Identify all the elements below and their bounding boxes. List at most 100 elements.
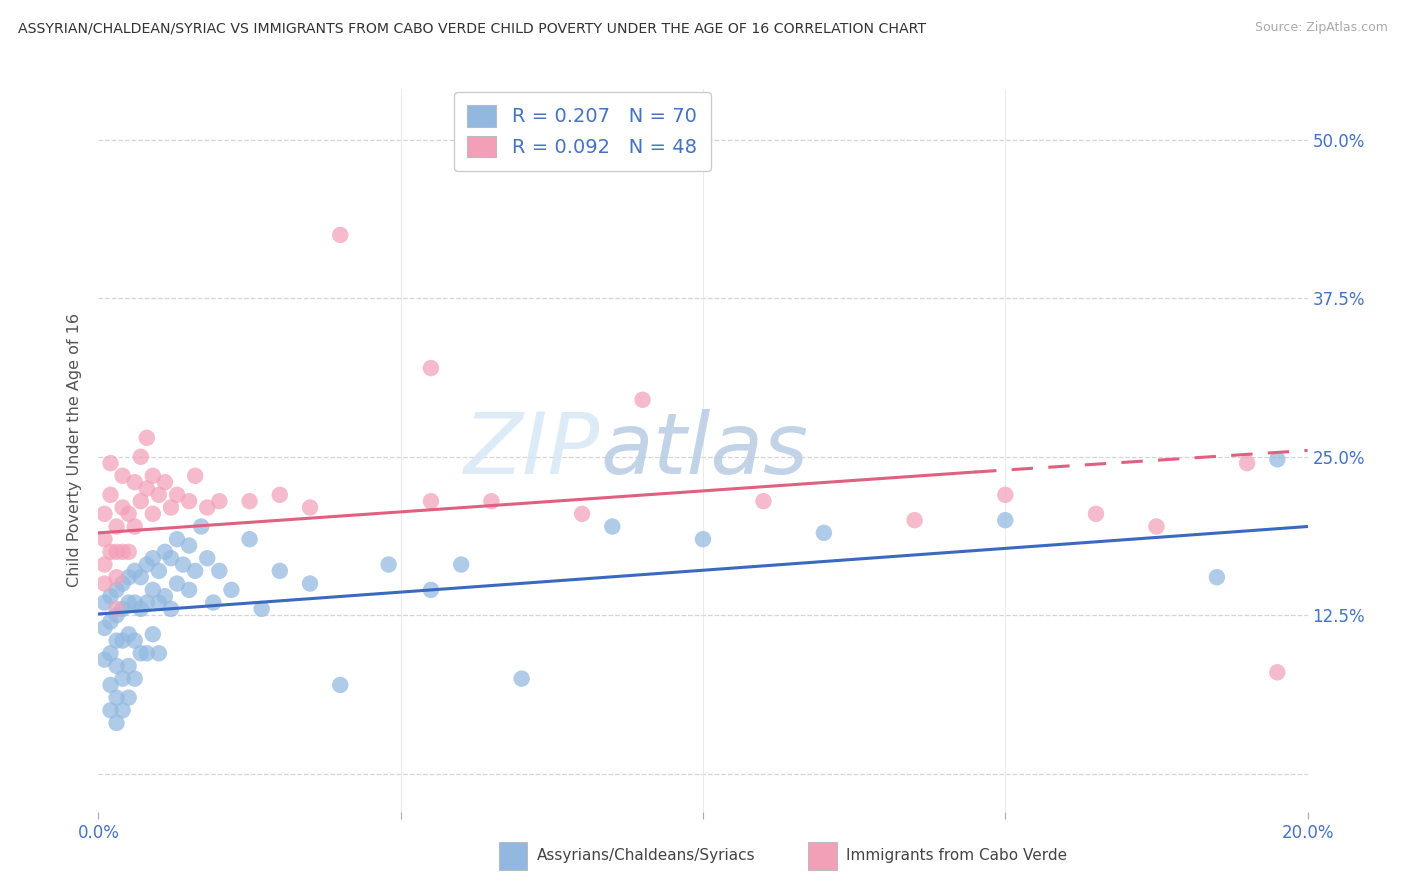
Point xyxy=(1236,456,1258,470)
Point xyxy=(142,551,165,566)
Point xyxy=(179,539,201,553)
Point xyxy=(100,545,122,559)
Point xyxy=(142,627,165,641)
Point xyxy=(166,488,188,502)
Point xyxy=(148,646,170,660)
Point xyxy=(93,532,115,546)
Point xyxy=(166,532,188,546)
Point xyxy=(129,450,152,464)
Text: ZIP: ZIP xyxy=(464,409,600,492)
Point xyxy=(105,582,128,597)
Point xyxy=(105,570,128,584)
Point xyxy=(105,633,128,648)
Point xyxy=(135,646,157,660)
Point xyxy=(129,570,152,584)
Point xyxy=(100,646,122,660)
Point xyxy=(692,532,714,546)
Point xyxy=(111,672,134,686)
Point xyxy=(100,678,122,692)
Point xyxy=(420,494,443,508)
Point xyxy=(1267,452,1289,467)
Point xyxy=(329,678,352,692)
Point xyxy=(135,431,157,445)
Point xyxy=(118,596,141,610)
Point xyxy=(111,545,134,559)
Point xyxy=(111,703,134,717)
Y-axis label: Child Poverty Under the Age of 16: Child Poverty Under the Age of 16 xyxy=(67,313,83,588)
Point xyxy=(124,475,146,490)
Point xyxy=(1144,519,1167,533)
Point xyxy=(142,582,165,597)
Text: Source: ZipAtlas.com: Source: ZipAtlas.com xyxy=(1254,21,1388,35)
Point xyxy=(118,627,141,641)
Point xyxy=(153,475,176,490)
Point xyxy=(239,494,262,508)
Point xyxy=(124,633,146,648)
Point xyxy=(135,482,157,496)
Point xyxy=(100,456,122,470)
Point xyxy=(93,507,115,521)
Point xyxy=(129,646,152,660)
Point xyxy=(111,602,134,616)
Point xyxy=(190,519,212,533)
Point xyxy=(118,659,141,673)
Point xyxy=(129,494,152,508)
Point xyxy=(93,596,115,610)
Point xyxy=(1206,570,1229,584)
Point xyxy=(100,615,122,629)
Point xyxy=(148,596,170,610)
Point xyxy=(118,570,141,584)
Point xyxy=(420,361,443,376)
Point xyxy=(148,564,170,578)
Point xyxy=(153,589,176,603)
Point xyxy=(195,500,218,515)
Point xyxy=(269,564,291,578)
Point xyxy=(172,558,194,572)
Point xyxy=(124,564,146,578)
Point xyxy=(160,500,183,515)
Point xyxy=(124,519,146,533)
Point xyxy=(153,545,176,559)
Point xyxy=(124,672,146,686)
Point xyxy=(142,468,165,483)
Text: Immigrants from Cabo Verde: Immigrants from Cabo Verde xyxy=(846,848,1067,863)
Point xyxy=(195,551,218,566)
Point xyxy=(813,525,835,540)
Point xyxy=(420,582,443,597)
Text: atlas: atlas xyxy=(600,409,808,492)
Point xyxy=(93,621,115,635)
Point xyxy=(166,576,188,591)
Point xyxy=(239,532,262,546)
Point xyxy=(100,589,122,603)
Point xyxy=(994,513,1017,527)
Point xyxy=(105,608,128,623)
Text: Assyrians/Chaldeans/Syriacs: Assyrians/Chaldeans/Syriacs xyxy=(537,848,755,863)
Point xyxy=(105,716,128,731)
Point xyxy=(184,564,207,578)
Point xyxy=(299,576,322,591)
Point xyxy=(160,551,183,566)
Point xyxy=(1267,665,1289,680)
Point xyxy=(129,602,152,616)
Point xyxy=(571,507,593,521)
Point xyxy=(269,488,291,502)
Point xyxy=(135,558,157,572)
Point xyxy=(184,468,207,483)
Point xyxy=(105,545,128,559)
Point xyxy=(752,494,775,508)
Point xyxy=(105,519,128,533)
Point xyxy=(160,602,183,616)
Point xyxy=(118,545,141,559)
Point xyxy=(208,494,231,508)
Point xyxy=(148,488,170,502)
Point xyxy=(93,576,115,591)
Point xyxy=(631,392,654,407)
Point xyxy=(510,672,533,686)
Point xyxy=(179,582,201,597)
Point xyxy=(118,690,141,705)
Point xyxy=(135,596,157,610)
Point xyxy=(602,519,624,533)
Point xyxy=(100,703,122,717)
Point xyxy=(118,507,141,521)
Text: ASSYRIAN/CHALDEAN/SYRIAC VS IMMIGRANTS FROM CABO VERDE CHILD POVERTY UNDER THE A: ASSYRIAN/CHALDEAN/SYRIAC VS IMMIGRANTS F… xyxy=(18,21,927,36)
